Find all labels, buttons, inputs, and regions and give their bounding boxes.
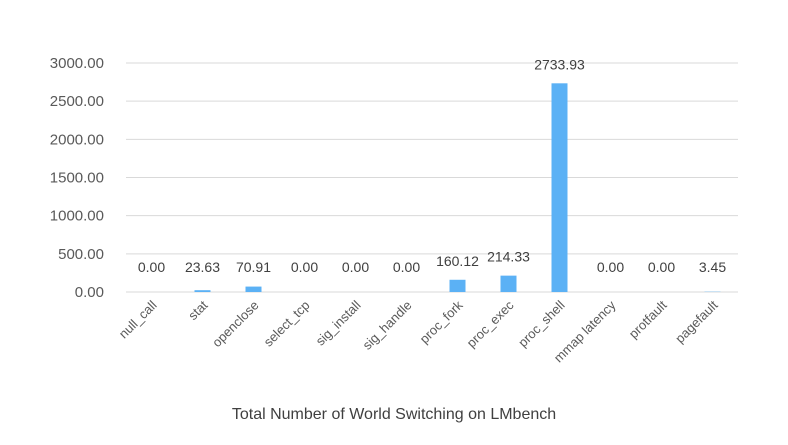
y-axis-ticks: 0.00 500.00 1000.00 1500.00 2000.00 2500.00 30…: [50, 55, 104, 301]
data-label: 2733.93: [534, 56, 585, 72]
data-label: 70.91: [236, 259, 271, 275]
y-tick-label: 2000.00: [50, 131, 104, 148]
y-tick-label: 0.00: [75, 284, 104, 301]
x-tick-label: stat: [185, 297, 211, 323]
y-tick-label: 1000.00: [50, 208, 104, 225]
y-tick-label: 1500.00: [50, 170, 104, 187]
chart-caption: Total Number of World Switching on LMben…: [231, 406, 557, 423]
data-label: 23.63: [185, 259, 220, 275]
x-tick-label: protfault: [626, 297, 670, 341]
x-tick-label: proc_exec: [464, 297, 517, 350]
data-label: 0.00: [342, 259, 369, 275]
bar: [449, 279, 466, 292]
x-tick-label: select_tcp: [261, 298, 313, 350]
bar: [245, 286, 262, 292]
y-tick-label: 500.00: [58, 246, 104, 263]
x-tick-label: sig_handle: [360, 298, 415, 353]
bar: [551, 83, 568, 292]
x-tick-label: pagefault: [672, 297, 721, 346]
bar-chart: 0.00 500.00 1000.00 1500.00 2000.00 2500.00 30…: [50, 55, 738, 365]
data-label: 0.00: [648, 259, 675, 275]
x-tick-label: proc_fork: [417, 297, 466, 346]
bars: [194, 83, 721, 292]
data-label: 0.00: [138, 259, 165, 275]
grid-lines: [126, 62, 738, 293]
y-tick-label: 3000.00: [50, 55, 104, 72]
bar: [500, 275, 517, 292]
x-tick-label: openclose: [209, 298, 262, 351]
data-label: 3.45: [699, 259, 726, 275]
x-tick-label: proc_shell: [515, 297, 568, 350]
data-labels: 0.00 23.63 70.91 0.00 0.00 0.00 160.12 214.33 27…: [138, 56, 726, 275]
data-label: 0.00: [597, 259, 624, 275]
data-label: 0.00: [393, 259, 420, 275]
y-tick-label: 2500.00: [50, 93, 104, 110]
x-tick-label: sig_install: [313, 297, 364, 348]
data-label: 214.33: [487, 249, 530, 265]
data-label: 0.00: [291, 259, 318, 275]
bar: [194, 290, 211, 292]
x-tick-label: null_call: [116, 297, 160, 341]
data-label: 160.12: [436, 253, 479, 269]
